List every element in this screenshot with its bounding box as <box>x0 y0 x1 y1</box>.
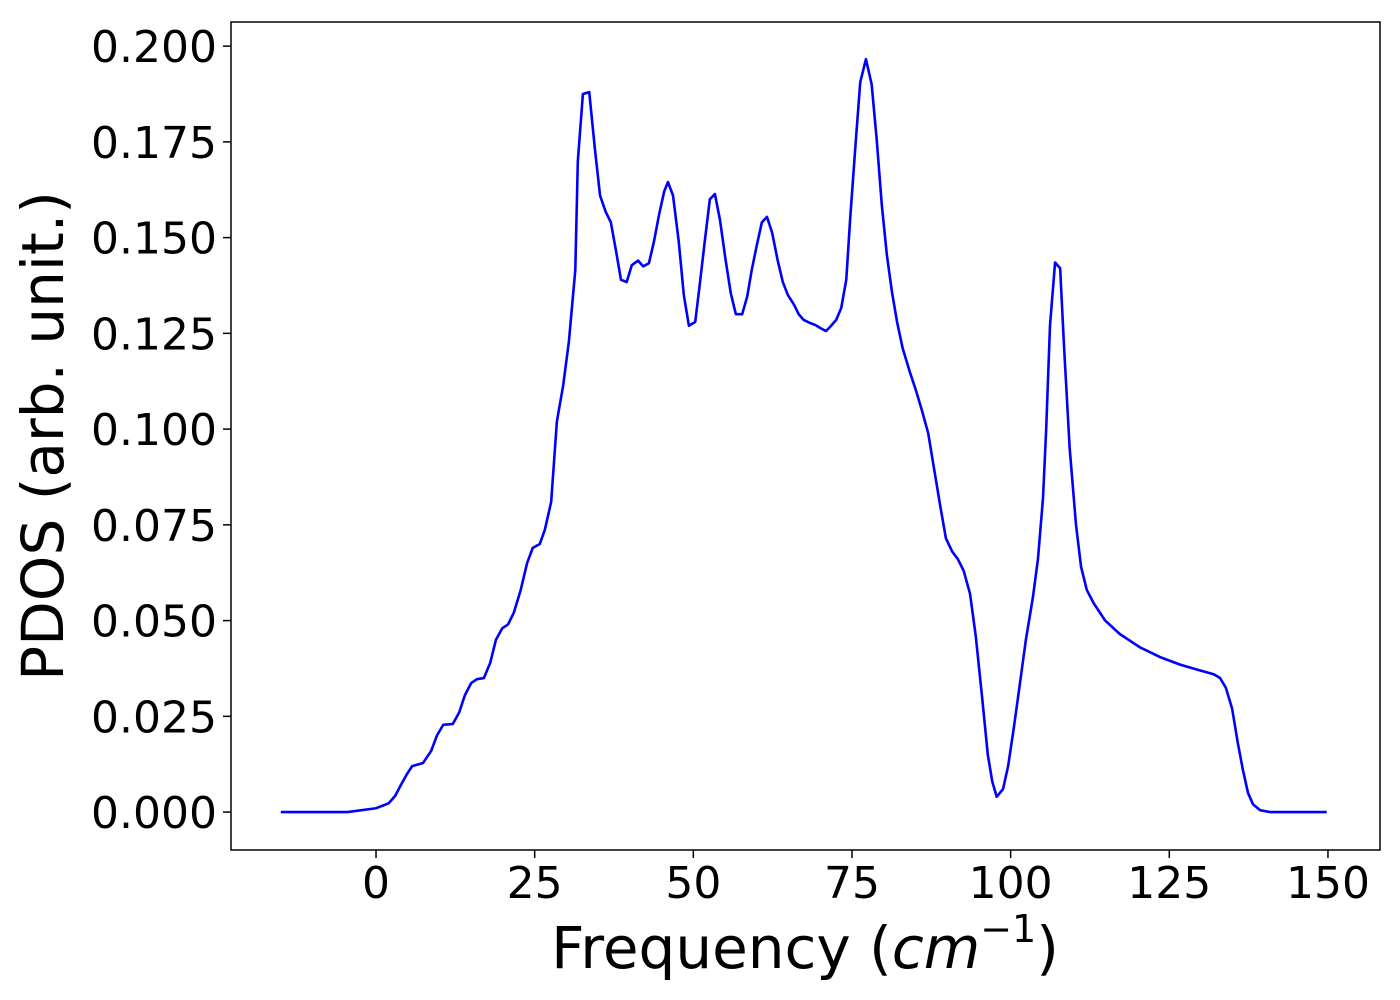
line-series <box>280 57 1327 814</box>
plot-frame <box>230 21 1381 851</box>
y-tick-label: 0.150 <box>91 214 217 265</box>
y-tick-label: 0.175 <box>91 118 217 169</box>
x-label-text: Frequency ( <box>551 914 892 982</box>
y-tick-label: 0.075 <box>91 501 217 552</box>
y-tick-label: 0.200 <box>91 22 217 73</box>
x-tick-label: 150 <box>1286 858 1370 909</box>
x-label-exponent: −1 <box>980 907 1036 951</box>
x-tick-label: 50 <box>665 858 721 909</box>
x-tick-label: 100 <box>969 858 1053 909</box>
x-tick-label: 75 <box>824 858 880 909</box>
x-label-unit: cm <box>892 914 980 982</box>
x-tick-label: 25 <box>507 858 563 909</box>
x-label-close: ) <box>1036 914 1059 982</box>
x-axis-label: Frequency (cm−1) <box>551 907 1059 982</box>
y-axis-label: PDOS (arb. unit.) <box>9 191 77 681</box>
y-tick-label: 0.025 <box>91 692 217 743</box>
y-tick-label: 0.000 <box>91 788 217 839</box>
y-tick-label: 0.125 <box>91 309 217 360</box>
y-tick-label: 0.050 <box>91 597 217 648</box>
y-tick-label: 0.100 <box>91 405 217 456</box>
x-tick-label: 0 <box>362 858 390 909</box>
x-tick-label: 125 <box>1127 858 1211 909</box>
